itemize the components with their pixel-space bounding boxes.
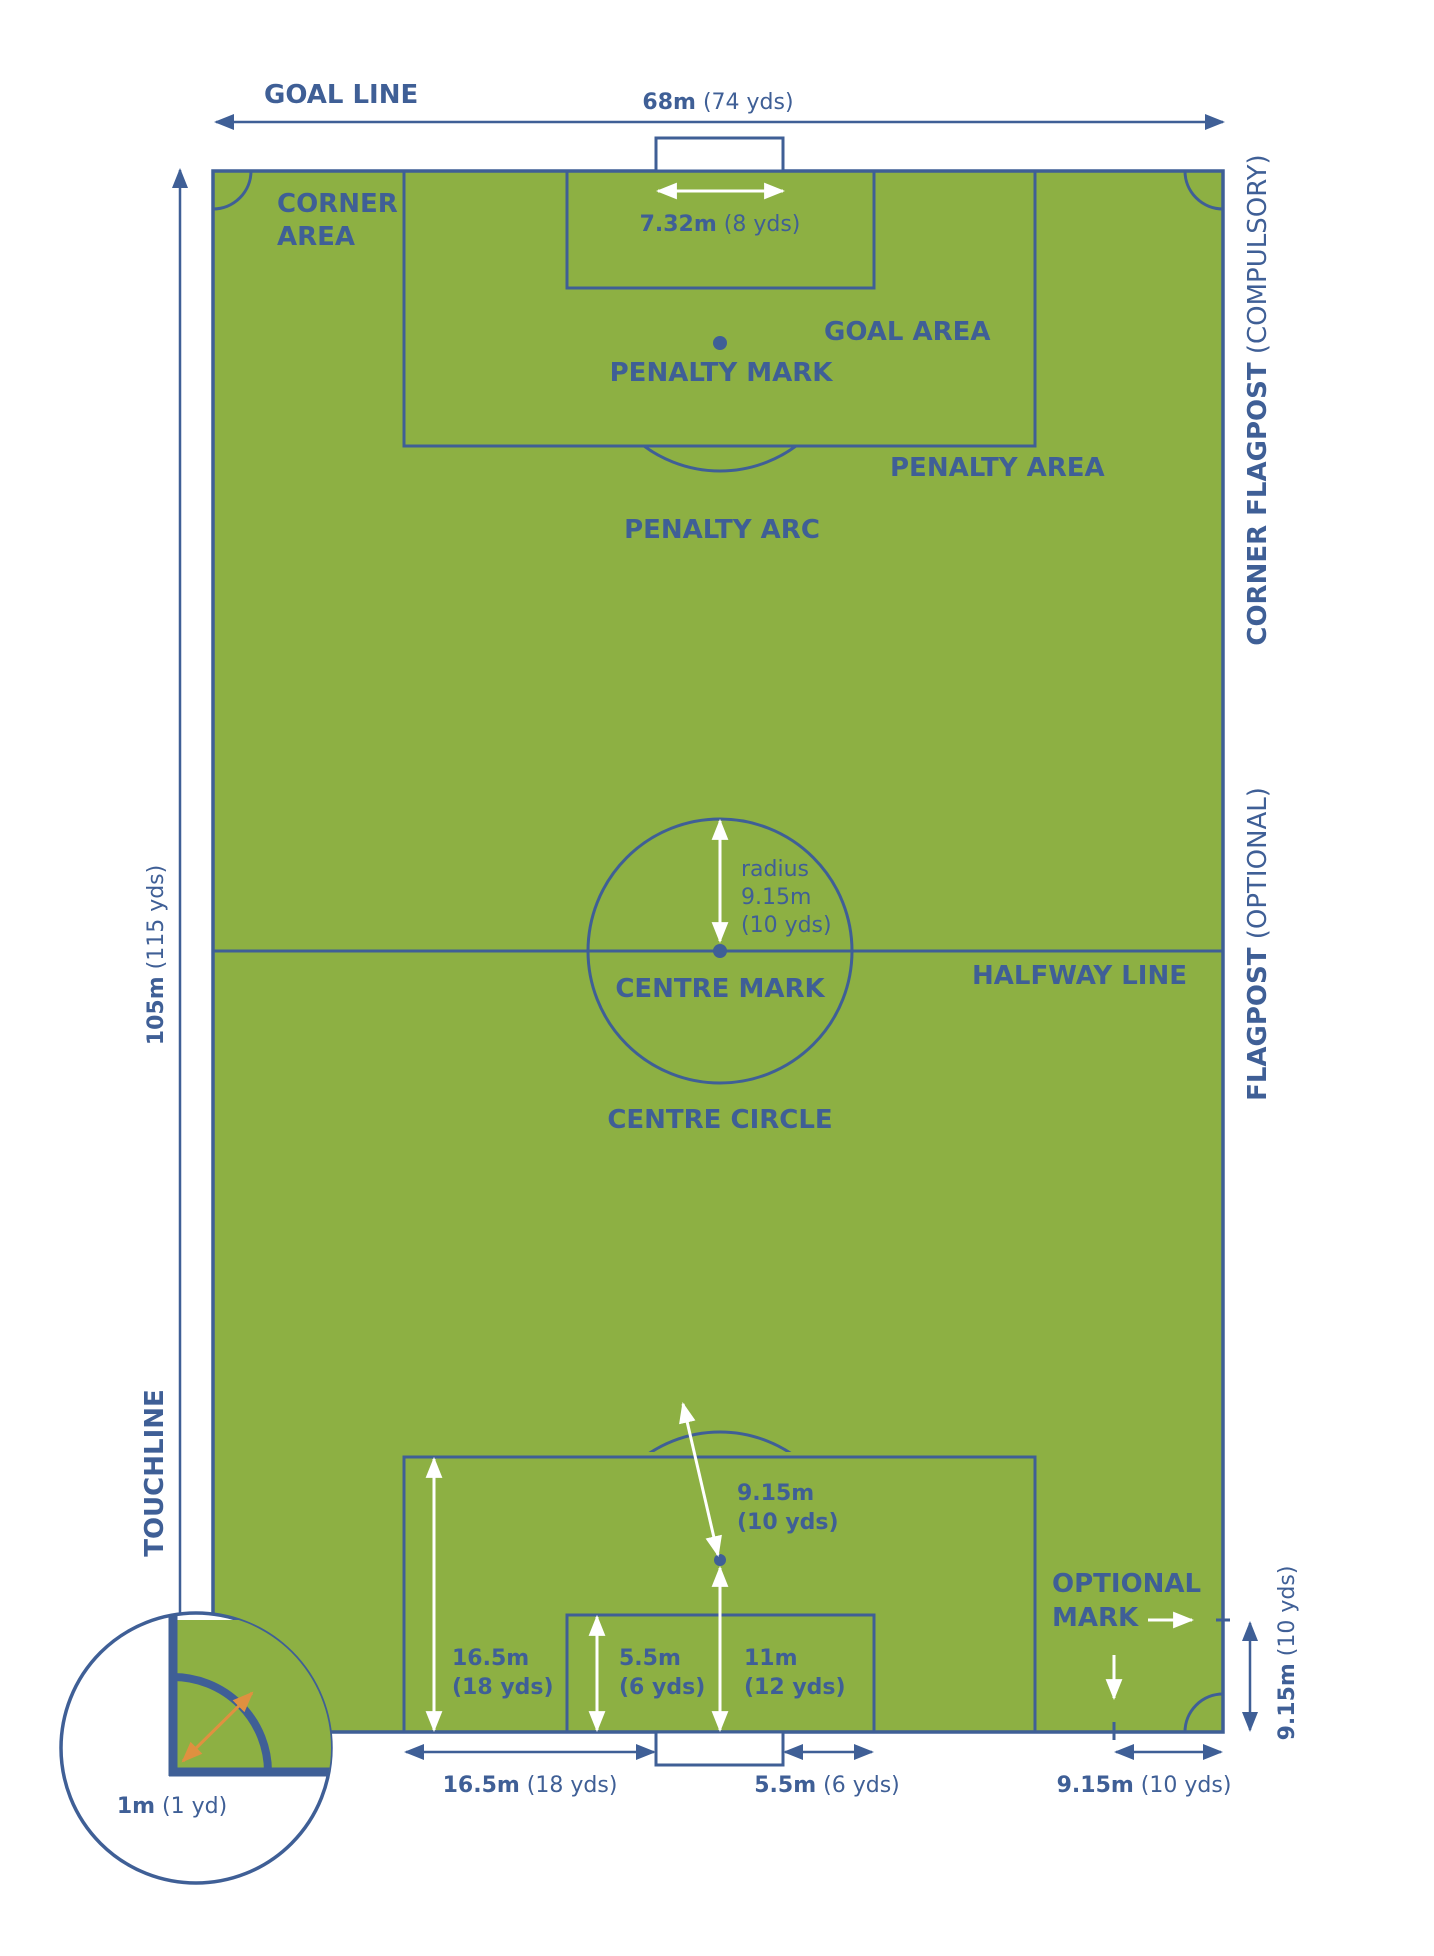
corner-arc-bottom-right	[1183, 1692, 1224, 1733]
centre-mark	[713, 944, 727, 958]
penalty-area-label: PENALTY AREA	[890, 453, 1105, 483]
corner-arc-top-right	[1183, 170, 1224, 211]
bottom-penalty-mark	[714, 1554, 726, 1566]
bottom-goal-area-label: 5.5m (6 yds)	[754, 1773, 900, 1798]
penalty-mark-distance-label: 11m (12 yds)	[744, 1646, 846, 1700]
arc-radius-label: 9.15m (10 yds)	[737, 1481, 839, 1535]
bottom-optional-label: 9.15m (10 yds)	[1057, 1773, 1232, 1798]
top-penalty-mark	[713, 336, 727, 350]
length-measure-label: 105m (115 yds)	[144, 865, 169, 1045]
corner-radius-label: 1m (1 yd)	[117, 1794, 227, 1819]
corner-zoom-radius-arrow	[181, 1691, 254, 1763]
bottom-goal	[654, 1730, 785, 1767]
top-goal-area	[565, 169, 876, 290]
halfway-line-label: HALFWAY LINE	[972, 961, 1187, 991]
width-measure-label: 68m (74 yds)	[642, 90, 793, 115]
bottom-penalty-label: 16.5m (18 yds)	[443, 1773, 618, 1798]
corner-arc-top-left	[212, 170, 253, 211]
penalty-mark-label: PENALTY MARK	[610, 358, 834, 388]
arc-radius-arrow	[679, 1401, 722, 1558]
goal-width-label: 7.32m (8 yds)	[640, 212, 801, 237]
top-penalty-arc	[642, 447, 798, 473]
corner-flagpost-label: CORNER FLAGPOST (COMPULSORY)	[1243, 154, 1273, 645]
centre-circle-label: CENTRE CIRCLE	[607, 1105, 832, 1135]
top-goal	[654, 136, 785, 173]
goal-line-label: GOAL LINE	[264, 80, 418, 110]
penalty-depth-label: 16.5m (18 yds)	[452, 1646, 554, 1700]
corner-area-label: CORNER AREA	[277, 189, 407, 252]
goal-area-depth-label: 5.5m (6 yds)	[619, 1646, 705, 1700]
side-optional-label: 9.15m (10 yds)	[1275, 1566, 1300, 1741]
touchline-label: TOUCHLINE	[140, 1389, 170, 1557]
centre-mark-label: CENTRE MARK	[615, 974, 825, 1004]
penalty-arc-label: PENALTY ARC	[624, 515, 820, 545]
centre-radius-label: radius 9.15m (10 yds)	[741, 857, 832, 938]
flagpost-label: FLAGPOST (OPTIONAL)	[1243, 787, 1273, 1101]
goal-area-label: GOAL AREA	[824, 317, 991, 347]
optional-mark-label: OPTIONAL MARK	[1052, 1569, 1210, 1633]
